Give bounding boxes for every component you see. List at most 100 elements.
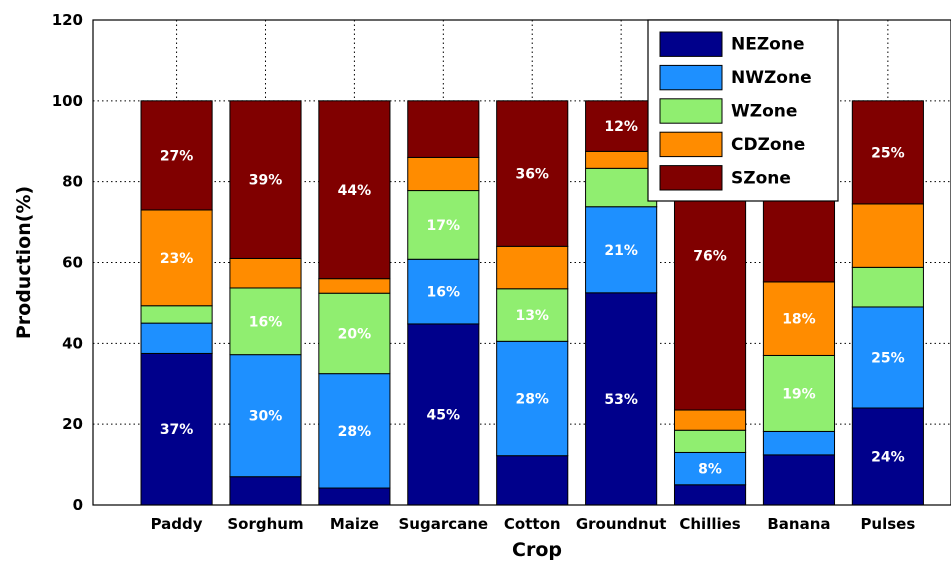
y-tick-label: 60 bbox=[62, 254, 83, 272]
bar-nezone-sorghum bbox=[229, 476, 302, 506]
y-tick-label: 0 bbox=[73, 496, 83, 514]
x-tick-label: Chillies bbox=[679, 515, 740, 533]
bar-szone-sorghum bbox=[229, 100, 302, 259]
bar-wzone-maize bbox=[318, 292, 391, 375]
bar-nezone-cotton bbox=[496, 455, 569, 506]
data-label: 13% bbox=[515, 308, 549, 324]
bar-szone-pulses bbox=[851, 100, 924, 205]
bar-wzone-pulses bbox=[851, 266, 924, 308]
data-label: 18% bbox=[782, 312, 816, 328]
bar-cdzone-cotton bbox=[496, 245, 569, 290]
data-label: 28% bbox=[338, 424, 372, 440]
bar-szone-sugarcane bbox=[407, 100, 480, 158]
bar-nezone-groundnut bbox=[585, 292, 658, 506]
bar-cdzone-paddy bbox=[140, 209, 213, 307]
x-tick-label: Groundnut bbox=[576, 515, 667, 533]
bar-cdzone-sorghum bbox=[229, 257, 302, 289]
data-label: 24% bbox=[871, 450, 905, 466]
legend-label-cdzone: CDZone bbox=[731, 135, 805, 155]
bar-nwzone-banana bbox=[762, 430, 836, 456]
bar-szone-maize bbox=[318, 100, 391, 280]
y-tick-label: 20 bbox=[62, 415, 83, 433]
data-label: 21% bbox=[604, 243, 638, 259]
data-label: 17% bbox=[427, 218, 461, 234]
x-tick-label: Cotton bbox=[504, 515, 561, 533]
x-tick-label: Pulses bbox=[860, 515, 915, 533]
legend-swatch-cdzone bbox=[659, 131, 723, 158]
data-label: 25% bbox=[871, 145, 905, 161]
data-label: 25% bbox=[871, 350, 905, 366]
x-axis-ticks: Paddy Sorghum Maize Sugarcane Cotton Groundnu… bbox=[151, 515, 916, 533]
data-label: 53% bbox=[604, 392, 638, 408]
y-axis-title: Production(%) bbox=[13, 186, 35, 339]
bar-cdzone-groundnut bbox=[585, 150, 658, 169]
data-label: 8% bbox=[698, 462, 722, 478]
plot-frame bbox=[92, 19, 951, 506]
bar-cdzone-maize bbox=[318, 278, 391, 294]
bar-wzone-groundnut bbox=[585, 167, 658, 208]
bar-szone-groundnut bbox=[585, 100, 658, 152]
x-tick-label: Sugarcane bbox=[399, 515, 489, 533]
legend-label-nezone: NEZone bbox=[731, 35, 804, 55]
data-label: 37% bbox=[160, 422, 194, 438]
data-label: 27% bbox=[160, 148, 194, 164]
bar-wzone-cotton bbox=[496, 288, 569, 342]
bar-wzone-sorghum bbox=[229, 287, 302, 356]
bar-cdzone-chillies bbox=[673, 409, 747, 431]
bar-nezone-paddy bbox=[140, 352, 213, 506]
data-label: 12% bbox=[604, 119, 638, 135]
legend-label-szone: SZone bbox=[731, 168, 791, 188]
data-label: 39% bbox=[249, 173, 283, 189]
bar-cdzone-banana bbox=[762, 281, 836, 356]
x-tick-label: Banana bbox=[767, 515, 830, 533]
y-tick-label: 100 bbox=[52, 92, 83, 110]
bar-nezone-banana bbox=[762, 454, 836, 506]
data-label: 16% bbox=[249, 314, 283, 330]
data-label: 19% bbox=[782, 386, 816, 402]
bar-wzone-paddy bbox=[140, 305, 213, 324]
bar-nwzone-sorghum bbox=[229, 354, 302, 478]
bar-wzone-sugarcane bbox=[407, 190, 480, 260]
bar-wzone-chillies bbox=[673, 429, 747, 453]
legend-label-wzone: WZone bbox=[731, 102, 797, 122]
legend: NEZone NWZone WZone CDZone SZone bbox=[647, 19, 839, 202]
x-tick-label: Sorghum bbox=[227, 515, 303, 533]
bar-nwzone-chillies bbox=[673, 451, 747, 486]
bar-szone-cotton bbox=[496, 100, 569, 247]
bar-nwzone-groundnut bbox=[585, 206, 658, 294]
y-axis-ticks: 0 20 40 60 80 100 120 bbox=[52, 11, 83, 514]
y-tick-label: 80 bbox=[62, 173, 83, 191]
legend-label-nwzone: NWZone bbox=[731, 68, 812, 88]
bar-nwzone-sugarcane bbox=[407, 258, 480, 325]
data-label: 23% bbox=[160, 251, 194, 267]
data-label: 36% bbox=[515, 167, 549, 183]
legend-swatch-nwzone bbox=[659, 64, 723, 91]
bar-nezone-maize bbox=[318, 487, 391, 506]
data-label: 30% bbox=[249, 409, 283, 425]
bar-szone-paddy bbox=[140, 100, 213, 211]
data-labels: 37% 23% 27% 30% 16% 39% 28% 20% 44% 45% 16% 17% 28% 1… bbox=[160, 119, 905, 478]
bar-nwzone-pulses bbox=[851, 306, 924, 409]
data-label: 20% bbox=[338, 326, 372, 342]
data-label: 16% bbox=[427, 285, 461, 301]
legend-swatch-nezone bbox=[659, 31, 723, 57]
bar-nezone-sugarcane bbox=[407, 323, 480, 506]
x-axis-title: Crop bbox=[512, 539, 562, 561]
bar-wzone-banana bbox=[762, 354, 836, 432]
bar-nwzone-paddy bbox=[140, 322, 213, 354]
data-label: 45% bbox=[427, 407, 461, 423]
data-label: 44% bbox=[338, 183, 372, 199]
x-tick-label: Maize bbox=[330, 515, 379, 533]
data-label: 28% bbox=[515, 392, 549, 408]
bar-cdzone-pulses bbox=[851, 203, 924, 268]
y-tick-label: 120 bbox=[52, 11, 83, 29]
y-tick-label: 40 bbox=[62, 334, 83, 352]
bar-nwzone-cotton bbox=[496, 340, 569, 457]
legend-swatch-wzone bbox=[659, 98, 723, 124]
legend-swatch-szone bbox=[659, 165, 723, 191]
bar-nezone-chillies bbox=[673, 484, 747, 506]
data-label: 76% bbox=[693, 248, 727, 264]
bar-cdzone-sugarcane bbox=[407, 156, 480, 192]
x-tick-label: Paddy bbox=[151, 515, 203, 533]
